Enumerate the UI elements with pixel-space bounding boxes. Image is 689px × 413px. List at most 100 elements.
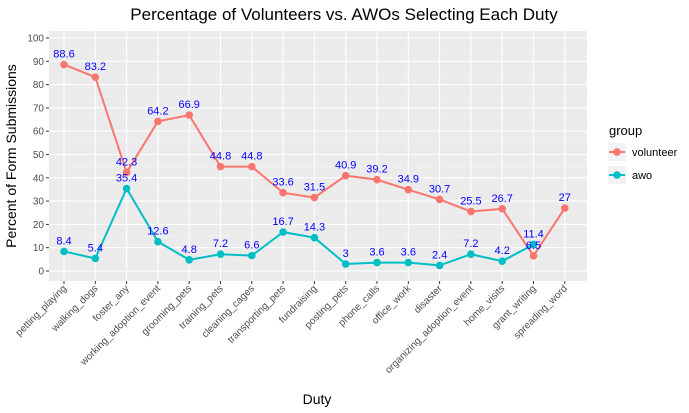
data-label: 6.5	[526, 240, 541, 252]
data-point-awo	[91, 254, 100, 263]
y-tick-label: 50	[33, 150, 45, 161]
data-point-volunteer	[498, 204, 507, 213]
data-label: 4.8	[182, 244, 197, 256]
y-tick-label: 60	[33, 127, 45, 138]
data-point-volunteer	[248, 162, 256, 171]
series-volunteer	[60, 60, 569, 260]
grid-lines	[49, 31, 587, 281]
data-label: 42.3	[116, 156, 137, 168]
data-point-awo	[373, 258, 381, 267]
data-label: 8.4	[56, 235, 71, 247]
data-point-awo	[404, 258, 413, 267]
chart-title: Percentage of Volunteers vs. AWOs Select…	[130, 5, 558, 24]
legend-item-volunteer: volunteer	[608, 143, 678, 161]
legend-label: awo	[632, 170, 652, 182]
data-label: 31.5	[304, 182, 325, 194]
data-label: 2.4	[432, 249, 447, 261]
y-tick-label: 0	[38, 267, 44, 278]
legend-key-point	[613, 171, 621, 179]
data-label: 7.2	[463, 238, 478, 250]
data-label: 7.2	[213, 238, 228, 250]
data-point-volunteer	[154, 117, 162, 126]
data-point-awo	[498, 257, 507, 266]
data-label: 44.8	[210, 151, 231, 163]
data-point-volunteer	[435, 195, 444, 204]
data-point-awo	[185, 256, 193, 264]
data-label: 12.6	[147, 226, 168, 238]
data-label: 6.6	[244, 240, 259, 252]
legend-label: volunteer	[632, 147, 678, 159]
data-point-awo	[154, 237, 162, 246]
y-tick-label: 70	[33, 103, 45, 114]
y-tick-label: 20	[33, 220, 45, 231]
data-label: 64.2	[147, 105, 168, 117]
data-point-volunteer	[122, 168, 131, 177]
data-label: 3.6	[401, 247, 416, 259]
y-axis: 0 10 20 30 40 50 60 70 80 90 100	[27, 34, 49, 278]
data-point-awo	[467, 250, 475, 259]
data-label: 16.7	[272, 216, 293, 228]
data-point-volunteer	[185, 111, 193, 119]
data-point-volunteer	[91, 73, 100, 81]
data-label: 5.4	[88, 242, 103, 254]
data-label: 3	[343, 248, 349, 260]
data-point-awo	[310, 233, 319, 242]
data-point-volunteer	[341, 171, 350, 180]
legend-key-point	[613, 148, 621, 156]
data-point-awo	[122, 184, 131, 193]
y-tick-label: 80	[33, 80, 45, 91]
series-lines	[60, 60, 569, 270]
data-label: 34.9	[398, 174, 419, 186]
x-axis: petting_playingwalking_dogsfoster_anywor…	[14, 281, 570, 376]
data-point-volunteer	[373, 175, 381, 184]
data-point-volunteer	[561, 204, 569, 212]
data-label: 33.6	[272, 177, 293, 189]
data-point-volunteer	[404, 185, 413, 194]
data-label: 66.9	[178, 99, 199, 111]
data-label: 26.7	[491, 193, 512, 205]
data-point-awo	[60, 247, 68, 256]
data-label: 25.5	[460, 196, 481, 208]
data-point-volunteer	[529, 252, 538, 260]
data-point-volunteer	[279, 188, 287, 197]
y-tick-label: 30	[33, 197, 45, 208]
y-tick-label: 90	[33, 57, 45, 68]
data-label: 83.2	[85, 61, 106, 73]
data-label: 30.7	[429, 183, 450, 195]
y-tick-label: 100	[27, 34, 44, 45]
data-point-volunteer	[60, 60, 68, 69]
series-line-awo	[63, 186, 534, 267]
data-label: 88.6	[53, 49, 74, 61]
data-point-awo	[279, 228, 287, 236]
data-label: 35.4	[116, 173, 137, 185]
data-labels: 88.683.242.364.266.944.8 44.833.6 31.540.9…	[53, 49, 571, 262]
data-point-awo	[435, 261, 444, 270]
x-axis-title: Duty	[303, 391, 332, 407]
data-point-volunteer	[467, 207, 475, 216]
x-tick-label: transporting_pets	[226, 283, 288, 345]
data-point-awo	[529, 240, 538, 249]
data-label: 44.8	[241, 151, 262, 163]
data-point-awo	[216, 250, 225, 259]
y-axis-title: Percent of Form Submissions	[3, 64, 19, 248]
data-label: 3.6	[369, 247, 384, 259]
series-awo	[60, 184, 538, 270]
data-point-awo	[248, 251, 256, 260]
data-point-awo	[341, 260, 350, 268]
data-point-volunteer	[310, 193, 319, 202]
data-label: 40.9	[335, 160, 356, 172]
data-point-volunteer	[216, 162, 225, 171]
legend-title: group	[609, 123, 642, 138]
y-tick-label: 40	[33, 173, 45, 184]
legend-item-awo: awo	[608, 166, 652, 184]
data-label: 4.2	[495, 245, 510, 257]
data-label: 27	[559, 192, 571, 204]
x-tick-label: spreading_word	[512, 283, 570, 341]
data-label: 11.4	[523, 228, 544, 240]
data-label: 39.2	[366, 164, 387, 176]
y-tick-label: 10	[33, 243, 45, 254]
legend: group volunteer awo	[608, 123, 678, 184]
data-label: 14.3	[304, 222, 325, 234]
